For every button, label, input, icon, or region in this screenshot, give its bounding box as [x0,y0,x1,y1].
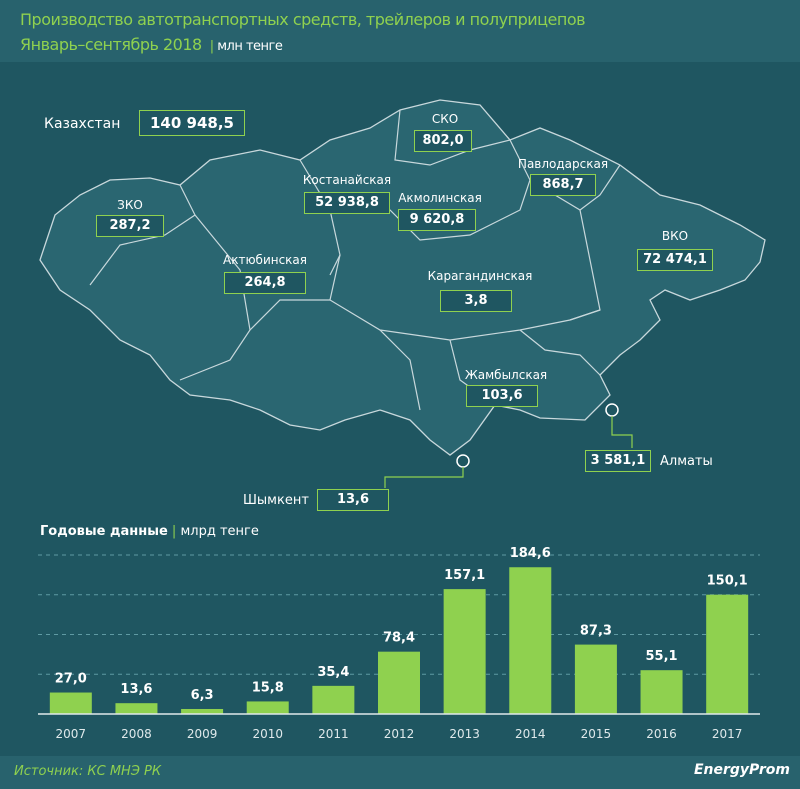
region-value-zhambyl: 103,6 [466,385,538,407]
x-tick-label: 2008 [121,727,152,741]
bar-2011 [312,685,355,714]
x-tick-label: 2013 [449,727,480,741]
source-text: Источник: КС МНЭ РК [14,764,162,779]
almaty-marker [605,403,619,417]
unit: | млн тенге [209,39,283,54]
city-value-almaty: 3 581,1 [585,450,651,472]
country-label: Казахстан [44,116,121,132]
period: Январь–сентябрь 2018 [20,35,202,54]
country-outline [39,99,766,456]
region-label-karaganda: Карагандинская [427,269,533,283]
shymkent-marker [456,454,470,468]
city-value-shymkent: 13,6 [317,489,389,511]
region-value-karaganda: 3,8 [440,290,512,312]
x-tick-label: 2014 [515,727,546,741]
unit-text: млн тенге [217,39,283,54]
data-label: 184,6 [510,546,551,561]
country-value: 140 948,5 [139,110,245,136]
header: Производство автотранспортных средств, т… [0,0,800,62]
data-label: 55,1 [646,649,678,664]
data-label: 15,8 [252,680,284,695]
page-subtitle: Январь–сентябрь 2018 | млн тенге [20,35,283,54]
bar-2008 [115,703,158,714]
bar-2007 [49,692,92,714]
page-title: Производство автотранспортных средств, т… [20,10,586,29]
data-label: 87,3 [580,624,612,639]
region-value-sko: 802,0 [414,130,472,152]
chart-title: Годовые данные | млрд тенге [40,524,259,539]
region-value-aktobe: 264,8 [224,272,306,294]
data-label: 27,0 [55,672,87,687]
region-value-pavlodar: 868,7 [530,174,596,196]
bar-2012 [378,651,420,714]
region-label-akmola: Акмолинская [398,191,482,205]
x-tick-label: 2011 [318,727,349,741]
chart-unit: млрд тенге [180,524,259,539]
footer: Источник: КС МНЭ РК EnergyProm [0,756,800,789]
data-label: 78,4 [383,631,415,646]
region-value-zko: 287,2 [96,215,164,237]
x-tick-label: 2015 [581,727,612,741]
x-tick-label: 2007 [56,727,87,741]
city-label-shymkent: Шымкент [243,493,309,508]
region-label-zhambyl: Жамбылская [464,368,548,382]
x-tick-label: 2017 [712,727,743,741]
region-label-vko: ВКО [661,229,689,243]
data-label: 157,1 [444,568,485,583]
data-label: 150,1 [707,574,748,589]
annual-bar-chart: 27,0 2007 13,6 2008 6,3 2009 15,8 2010 35,4 2011 7… [38,546,760,741]
chart-title-text: Годовые данные [40,524,168,539]
energyprom-logo: EnergyProm [693,762,790,778]
x-tick-label: 2016 [646,727,677,741]
x-tick-label: 2010 [252,727,283,741]
data-label: 35,4 [317,665,349,680]
region-label-aktobe: Актюбинская [222,253,308,267]
bar-2010 [246,701,289,714]
x-tick-label: 2012 [384,727,415,741]
bar-2016 [640,670,683,714]
bar-2015 [574,644,617,714]
data-label: 6,3 [191,688,214,703]
x-tick-label: 2009 [187,727,218,741]
bar-2017 [706,594,749,714]
bar-2014 [509,567,552,714]
region-label-pavlodar: Павлодарская [517,157,609,171]
region-value-vko: 72 474,1 [637,249,713,271]
region-label-zko: ЗКО [117,198,143,212]
region-label-kostanay: Костанайская [302,173,392,187]
region-value-akmola: 9 620,8 [398,209,476,231]
data-label: 13,6 [120,682,152,697]
city-label-almaty: Алматы [660,454,713,469]
bar-2013 [443,589,486,714]
region-label-sko: СКО [431,112,459,126]
bar-2009 [181,708,224,714]
region-value-kostanay: 52 938,8 [304,192,390,214]
